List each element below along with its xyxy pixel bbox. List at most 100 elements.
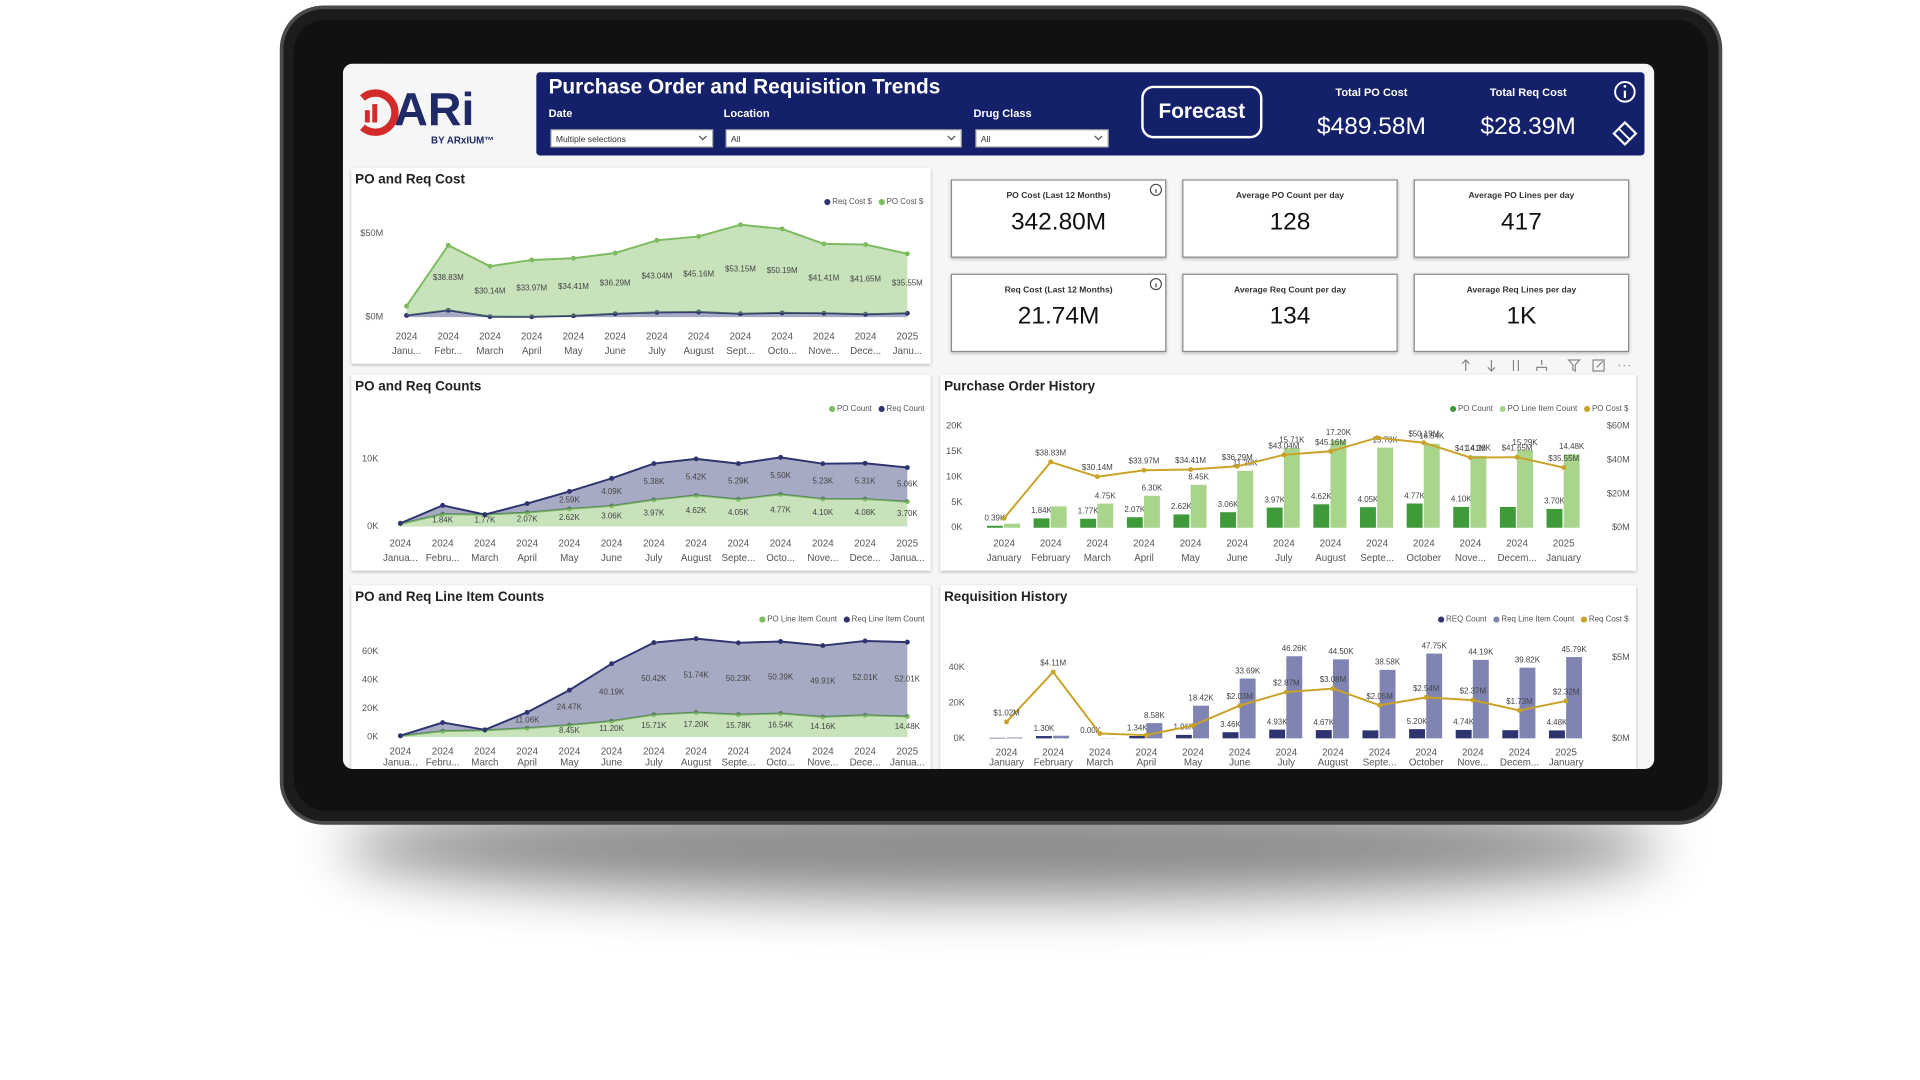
x-tick-label: August: [681, 553, 712, 564]
bar: [1406, 503, 1423, 528]
x-tick-year: 2024: [1182, 748, 1204, 759]
data-label: 14.48K: [1559, 442, 1585, 451]
data-point: [654, 309, 660, 315]
x-tick-label: January: [987, 553, 1022, 564]
kpi-label: PO Cost (Last 12 Months): [1006, 190, 1110, 200]
toolbar-icon[interactable]: [1487, 360, 1496, 372]
bar: [1286, 656, 1303, 739]
bar: [1097, 503, 1114, 528]
eraser-icon[interactable]: [1612, 120, 1638, 147]
filter-label: Date: [549, 108, 573, 120]
kpi-value: 1K: [1506, 303, 1537, 330]
y-tick-label: 20K: [362, 703, 379, 713]
x-tick-year: 2024: [1366, 538, 1388, 549]
data-label: $41.65M: [1502, 444, 1533, 453]
bar: [1239, 678, 1256, 739]
data-point: [1004, 719, 1009, 725]
x-tick-label: Febru...: [426, 553, 460, 564]
x-tick-year: 2024: [601, 538, 623, 549]
y2-tick-label: $0M: [1612, 522, 1630, 532]
x-tick-year: 2024: [432, 746, 454, 757]
data-point: [529, 257, 535, 263]
x-tick-year: 2024: [1415, 748, 1437, 759]
total-label: Total PO Cost: [1335, 87, 1407, 99]
data-point: [820, 461, 826, 467]
bar: [1143, 495, 1160, 528]
data-label: 8.45K: [559, 726, 580, 735]
data-label: $4.11M: [1040, 659, 1066, 668]
x-tick-label: Sept...: [726, 346, 754, 357]
data-label: 5.50K: [770, 471, 791, 480]
x-tick-label: Septe...: [1360, 553, 1394, 564]
x-tick-year: 2024: [516, 746, 538, 757]
data-point: [693, 456, 699, 462]
filter-dropdown[interactable]: [550, 129, 714, 148]
bar: [1266, 507, 1283, 528]
legend-swatch: [1438, 616, 1445, 623]
toolbar-icon[interactable]: [1592, 359, 1605, 372]
data-point: [863, 311, 869, 317]
data-label: 16.54K: [768, 720, 794, 729]
y-tick-label: 20K: [949, 697, 966, 707]
filter-dropdown[interactable]: [975, 129, 1109, 148]
chart-panel: [351, 167, 931, 364]
data-label: $30.14M: [1082, 463, 1113, 472]
data-label: 2.59K: [559, 495, 580, 504]
legend-label: Req Line Item Count: [852, 615, 926, 624]
area-fill: [406, 224, 908, 317]
data-label: 8.58K: [1144, 711, 1165, 720]
y-tick-label: $50M: [360, 228, 383, 238]
legend-label: PO Cost $: [887, 197, 924, 206]
toolbar-icon[interactable]: [1512, 360, 1519, 372]
toolbar-icon[interactable]: [1567, 359, 1581, 373]
data-point: [735, 712, 741, 718]
x-tick-label: Decem...: [1497, 553, 1536, 564]
bar: [1548, 730, 1565, 739]
data-label: 33.69K: [1235, 666, 1261, 675]
data-point: [863, 242, 869, 247]
info-icon[interactable]: [1614, 81, 1636, 103]
data-label: 47.75K: [1422, 641, 1448, 650]
data-point: [566, 488, 572, 494]
x-tick-year: 2024: [1275, 748, 1297, 759]
data-label: $1.73M: [1506, 697, 1532, 706]
x-tick-label: Septe...: [722, 757, 756, 768]
data-label: 4.09K: [601, 487, 622, 496]
data-point: [445, 307, 451, 313]
data-point: [904, 499, 910, 505]
chart-title: Requisition History: [944, 589, 1068, 604]
data-point: [1563, 698, 1569, 704]
data-point: [904, 713, 910, 719]
data-point: [1374, 435, 1380, 441]
data-point: [1094, 474, 1100, 480]
x-tick-label: Septe...: [1363, 757, 1397, 768]
x-tick-year: 2024: [1229, 748, 1251, 759]
bar: [1036, 736, 1052, 739]
data-label: $2.54M: [1413, 684, 1439, 693]
kpi-value: 342.80M: [1011, 208, 1106, 235]
x-tick-year: 2025: [896, 746, 918, 757]
forecast-button[interactable]: [1141, 85, 1263, 139]
x-tick-year: 2024: [727, 538, 749, 549]
bar: [1517, 450, 1533, 528]
legend-label: PO Line Item Count: [1508, 404, 1579, 413]
data-label: 15.71K: [1279, 436, 1305, 445]
bar: [1129, 735, 1146, 739]
data-point: [440, 720, 446, 726]
data-label: 5.23K: [812, 476, 833, 485]
bar: [1222, 732, 1239, 739]
bar: [1190, 484, 1207, 528]
x-tick-year: 2024: [685, 746, 707, 757]
data-point: [482, 727, 488, 733]
filter-dropdown[interactable]: [725, 129, 962, 148]
data-label: 38.58K: [1375, 658, 1401, 667]
toolbar-icon[interactable]: [1461, 359, 1470, 372]
x-tick-year: 2024: [521, 331, 543, 342]
bar: [1499, 507, 1516, 528]
data-point: [524, 501, 530, 507]
data-label: 24.47K: [557, 703, 583, 712]
x-tick-label: July: [1278, 757, 1296, 768]
data-label: 14.16K: [810, 722, 836, 731]
eraser-shape: [1612, 120, 1638, 147]
toolbar-icon[interactable]: [1536, 360, 1548, 372]
